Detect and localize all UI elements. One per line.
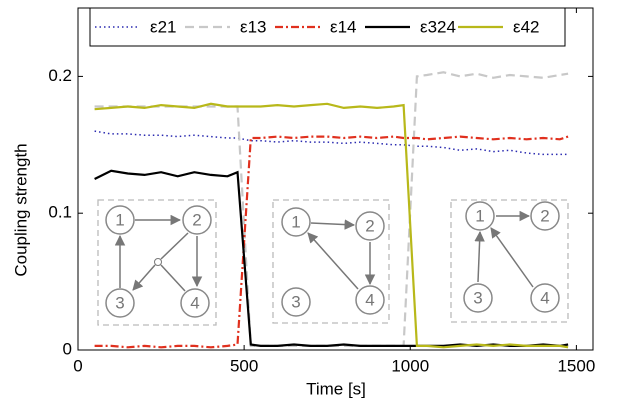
node-label: 2 xyxy=(365,216,374,235)
node xyxy=(530,201,560,231)
node xyxy=(180,288,210,318)
network-insets: 1 2 3 4 1 2 3 4 1 2 3 4 xyxy=(97,199,569,326)
x-tick-label: 1000 xyxy=(391,356,429,375)
node xyxy=(281,207,311,237)
node-label: 4 xyxy=(190,293,199,312)
node xyxy=(182,205,212,235)
node xyxy=(463,283,493,313)
node xyxy=(355,211,385,241)
node xyxy=(105,205,135,235)
node-label: 4 xyxy=(540,288,549,307)
y-axis-label: Coupling strength xyxy=(11,143,30,276)
arrow xyxy=(132,264,156,291)
node-label: 3 xyxy=(115,293,124,312)
node-label: 2 xyxy=(192,210,201,229)
legend-label: ε324 xyxy=(420,17,456,36)
legend-label: ε14 xyxy=(330,17,357,36)
node-label: 3 xyxy=(291,292,300,311)
legend-label: ε13 xyxy=(240,17,267,36)
node xyxy=(281,287,311,317)
arrow xyxy=(307,232,359,290)
series-line xyxy=(94,130,569,156)
node-label: 2 xyxy=(540,206,549,225)
arrow xyxy=(160,232,189,260)
x-tick-label: 1500 xyxy=(557,356,595,375)
plot-frame xyxy=(77,7,594,351)
x-tick-label: 500 xyxy=(230,356,258,375)
junction xyxy=(154,258,162,266)
series-line xyxy=(94,71,569,347)
node-label: 1 xyxy=(291,212,300,231)
legend-label: ε21 xyxy=(150,17,177,36)
node-label: 4 xyxy=(365,290,374,309)
x-tick-label: 0 xyxy=(73,356,82,375)
arrow xyxy=(474,230,485,283)
y-tick-label: 0.1 xyxy=(48,203,72,222)
arrow xyxy=(490,227,534,288)
node xyxy=(105,288,135,318)
x-axis-label: Time [s] xyxy=(306,379,366,398)
arrow xyxy=(160,264,186,292)
arrow xyxy=(310,219,356,230)
node-label: 3 xyxy=(473,288,482,307)
node-label: 1 xyxy=(115,210,124,229)
y-tick-label: 0 xyxy=(63,339,72,358)
node-label: 1 xyxy=(475,206,484,225)
inset-box xyxy=(97,199,217,326)
series-line xyxy=(94,135,569,349)
node xyxy=(530,283,560,313)
legend-label: ε42 xyxy=(513,17,540,36)
y-tick-label: 0.2 xyxy=(48,66,72,85)
series-line xyxy=(94,102,569,349)
node xyxy=(355,285,385,315)
node xyxy=(465,201,495,231)
